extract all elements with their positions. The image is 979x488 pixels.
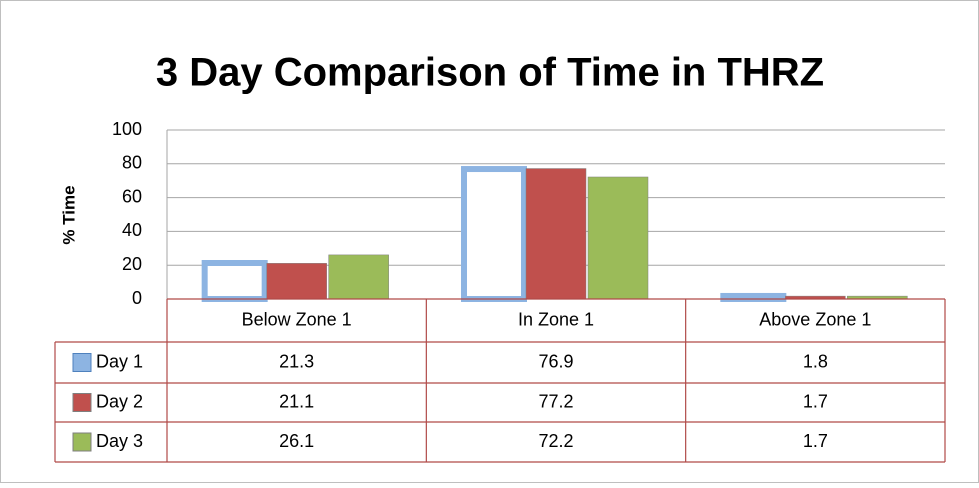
legend-key	[72, 432, 92, 452]
data-table-value: 1.7	[803, 391, 828, 411]
bar	[266, 263, 327, 300]
legend-label: Day 3	[96, 431, 143, 451]
x-tick-label: Above Zone 1	[759, 309, 871, 329]
bar	[525, 168, 587, 300]
y-tick-label: 40	[122, 220, 142, 240]
bar	[328, 254, 389, 300]
y-tick-label: 0	[132, 288, 142, 308]
data-table-value: 21.1	[279, 391, 314, 411]
y-tick-label: 60	[122, 186, 142, 206]
data-table-value: 77.2	[538, 391, 573, 411]
data-table-value: 21.3	[279, 351, 314, 371]
legend-label: Day 2	[96, 391, 143, 411]
y-axis-label: % Time	[59, 185, 78, 244]
x-tick-label: Below Zone 1	[242, 309, 352, 329]
bar	[201, 260, 268, 302]
chart-title: 3 Day Comparison of Time in THRZ	[156, 51, 824, 95]
data-table-value: 1.8	[803, 351, 828, 371]
y-tick-label: 100	[112, 119, 142, 139]
legend-label: Day 1	[96, 351, 143, 371]
data-table-value: 1.7	[803, 431, 828, 451]
y-tick-label: 80	[122, 153, 142, 173]
bar	[461, 166, 527, 302]
y-tick-label: 20	[122, 254, 142, 274]
legend-key	[72, 393, 92, 412]
data-table-value: 72.2	[538, 431, 573, 451]
legend-key	[72, 353, 92, 372]
x-tick-label: In Zone 1	[518, 309, 594, 329]
bar	[587, 176, 649, 300]
data-table-value: 26.1	[279, 431, 314, 451]
data-table-value: 76.9	[538, 351, 573, 371]
